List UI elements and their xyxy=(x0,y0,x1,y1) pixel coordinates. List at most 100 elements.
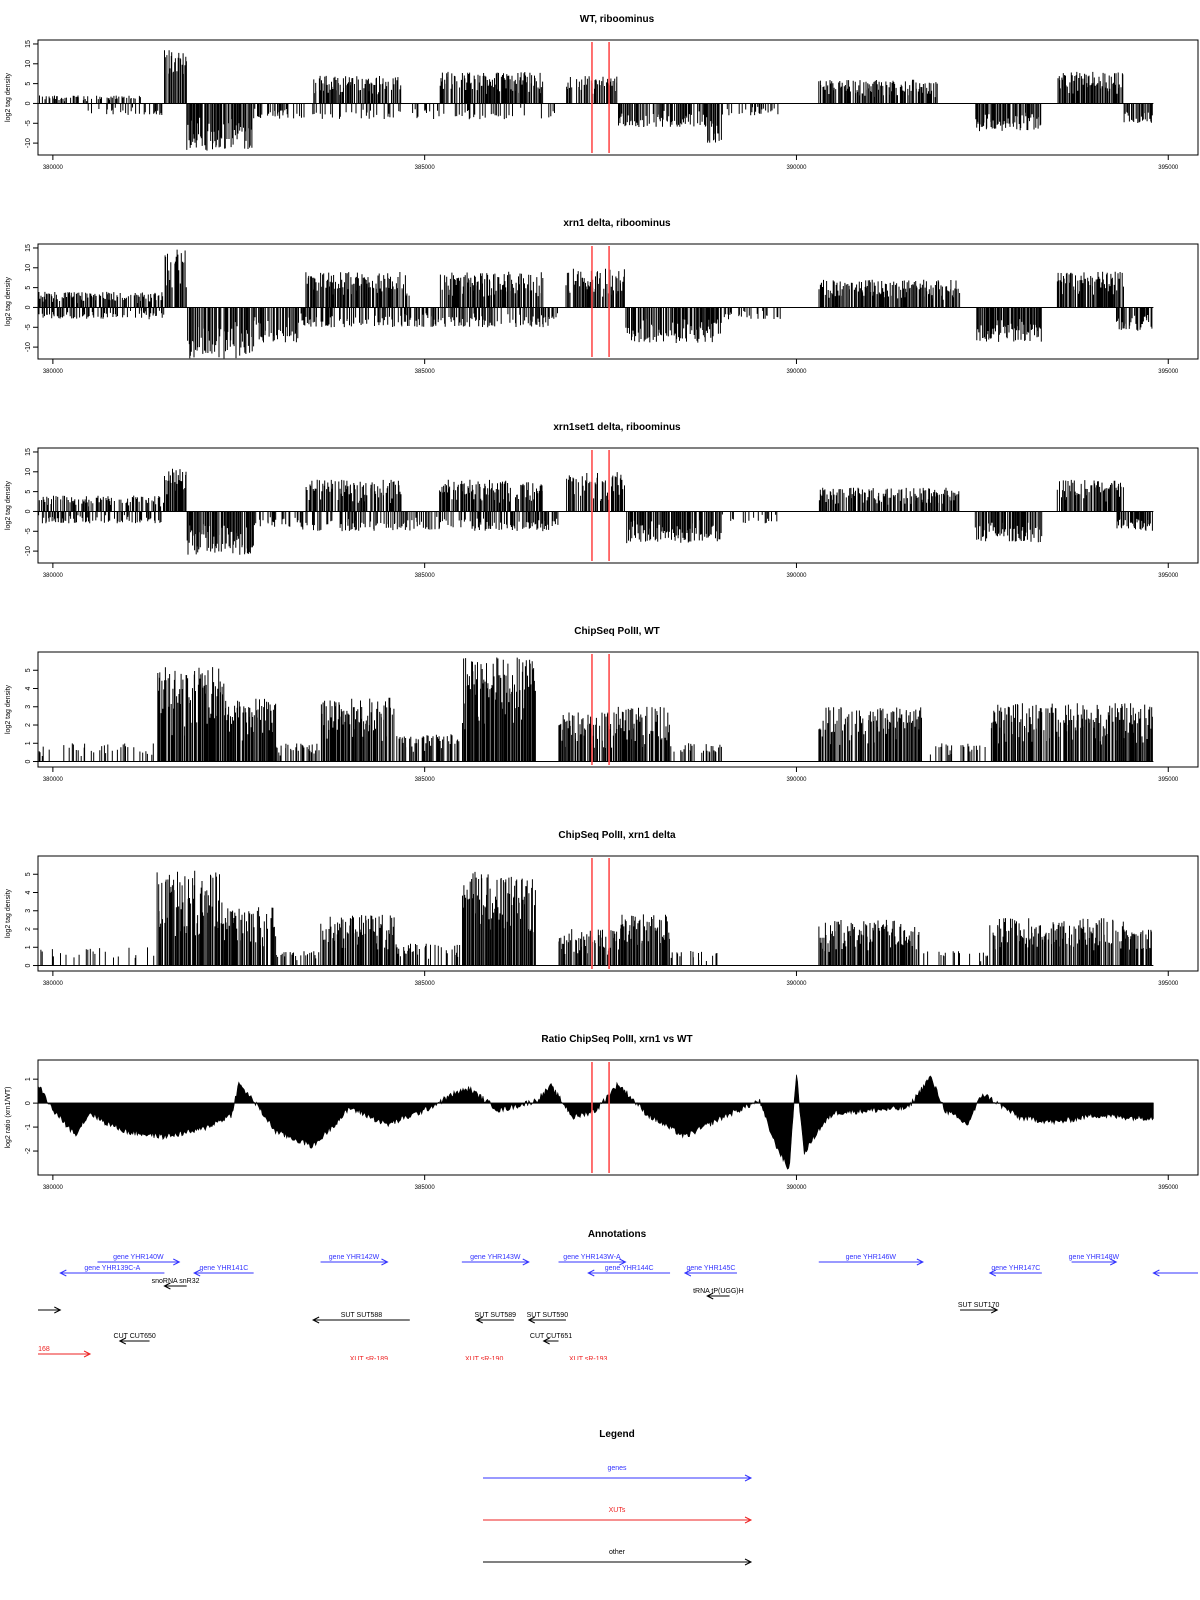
y-axis-label: log2 tag density xyxy=(5,888,12,938)
signal-bars xyxy=(618,914,670,966)
y-axis-label: log2 tag density xyxy=(5,276,12,326)
annotation-feature: gene Y xyxy=(1152,1269,1198,1277)
feature-label: gene YHR141C xyxy=(199,1265,248,1272)
y-tick-label: 1 xyxy=(25,1077,32,1081)
y-tick-label: 0 xyxy=(25,101,32,105)
annotation-feature: SUT SUT170 xyxy=(958,1302,1000,1314)
signal-bars xyxy=(39,95,141,104)
feature-label: gene YHR143W xyxy=(470,1254,521,1261)
y-tick-label: -5 xyxy=(25,120,32,126)
signal-bars xyxy=(253,307,299,343)
signal-bars xyxy=(670,951,718,966)
signal-bars xyxy=(462,657,536,762)
annotation-feature: CUT CUT650 xyxy=(114,1333,156,1345)
arrowhead-icon xyxy=(988,1269,997,1277)
signal-bars xyxy=(707,103,722,143)
panel-title: Ratio ChipSeq PolII, xrn1 vs WT xyxy=(541,1034,692,1045)
x-tick-label: 390000 xyxy=(786,369,807,375)
annotation-feature: gene YHR139C-A xyxy=(59,1265,165,1277)
annotation-feature: gene YHR144C xyxy=(587,1265,671,1277)
annotations-track: Annotations gene YHR139C-A gene YHR140W ge… xyxy=(38,1229,1198,1367)
arrowhead-icon xyxy=(313,1361,319,1367)
signal-bars xyxy=(38,743,154,762)
signal-bars xyxy=(275,743,320,762)
y-tick-label: 0 xyxy=(25,759,32,763)
y-axis-label: log2 tag density xyxy=(5,72,12,122)
feature-label: gene YHR147C xyxy=(991,1265,1040,1272)
annotation-feature: SUT SUT589 xyxy=(475,1312,516,1324)
signal-bars xyxy=(974,511,1043,543)
annotation-feature: gene YHR146W xyxy=(818,1254,924,1266)
signal-bars xyxy=(625,307,722,343)
y-tick-label: 1 xyxy=(25,741,32,745)
x-tick-label: 390000 xyxy=(786,981,807,987)
signal-bars xyxy=(396,734,460,762)
y-tick-label: -1 xyxy=(25,1124,32,1130)
y-tick-label: 10 xyxy=(25,264,32,272)
y-tick-label: 5 xyxy=(25,872,32,876)
signal-bars xyxy=(1116,511,1153,531)
y-tick-label: 0 xyxy=(25,963,32,967)
y-tick-label: -10 xyxy=(25,138,32,148)
feature-label: SUT SUT170 xyxy=(958,1302,1000,1309)
signal-bars xyxy=(293,103,555,120)
arrowhead-icon xyxy=(163,1282,171,1290)
legend-label: XUTs xyxy=(609,1507,626,1514)
arrowhead-icon xyxy=(59,1269,67,1277)
signal-bars xyxy=(818,487,960,512)
y-tick-label: 2 xyxy=(25,723,32,727)
plot-frame xyxy=(37,39,1199,156)
annotation-feature: gene YHR140W xyxy=(97,1254,181,1266)
arrowhead-icon xyxy=(173,1258,181,1266)
signal-bars xyxy=(299,511,559,532)
signal-bars xyxy=(975,103,1042,132)
annotation-feature: CUT CUT651 xyxy=(530,1333,572,1345)
x-tick-label: 385000 xyxy=(415,165,436,171)
arrowhead-icon xyxy=(118,1337,127,1345)
annotation-feature: gene YHR148W xyxy=(1069,1254,1120,1266)
annotation-feature: XUT sR-193 xyxy=(569,1356,607,1360)
arrowhead-icon xyxy=(193,1269,201,1277)
y-tick-label: 4 xyxy=(25,890,32,894)
y-tick-label: 0 xyxy=(25,509,32,513)
y-tick-label: 3 xyxy=(25,705,32,709)
arrowhead-icon xyxy=(83,1350,92,1358)
panel-6: Ratio ChipSeq PolII, xrn1 vs WT -2 -1 0 1 log… xyxy=(5,1034,1199,1191)
annotation-feature: SUT SUT588 xyxy=(312,1312,410,1324)
signal-bars xyxy=(37,291,164,308)
arrowhead-icon xyxy=(1109,1258,1118,1266)
annotation-feature: gene YHR147C xyxy=(988,1265,1042,1277)
signal-bars xyxy=(989,918,1124,966)
annotation-feature: gene YHR143W xyxy=(461,1254,530,1266)
signal-bars xyxy=(1056,479,1124,512)
signal-bars xyxy=(1057,71,1124,104)
ratio-area xyxy=(37,1074,1154,1170)
signal-bars xyxy=(990,703,1124,762)
annotation-feature: XUT sR-189 xyxy=(313,1356,388,1367)
annotation-feature: XUT sR-168 xyxy=(38,1346,92,1358)
y-tick-label: 15 xyxy=(25,40,32,48)
arrowhead-icon xyxy=(991,1306,999,1314)
x-tick-label: 395000 xyxy=(1158,981,1179,987)
x-tick-label: 385000 xyxy=(415,981,436,987)
signal-bars xyxy=(721,511,778,524)
signal-bars xyxy=(224,698,277,762)
y-axis-label: log2 tag density xyxy=(5,684,12,734)
x-tick-label: 380000 xyxy=(43,165,64,171)
y-tick-label: -10 xyxy=(25,342,32,352)
x-tick-label: 380000 xyxy=(43,1185,64,1191)
signal-bars xyxy=(626,511,722,544)
y-tick-label: 10 xyxy=(25,60,32,68)
panel-1: WT, riboominus -10 -5 0 5 10 15 log2 tag densit… xyxy=(5,14,1199,171)
signal-bars xyxy=(38,307,165,320)
y-tick-label: 3 xyxy=(25,909,32,913)
signal-bars xyxy=(164,50,187,104)
panel-title: ChipSeq PolII, WT xyxy=(574,626,660,637)
signal-bars xyxy=(157,667,225,762)
signal-bars xyxy=(395,943,461,966)
signal-bars xyxy=(439,479,543,512)
y-tick-label: 1 xyxy=(25,945,32,949)
signal-bars xyxy=(439,271,544,308)
signal-bars xyxy=(305,272,410,308)
